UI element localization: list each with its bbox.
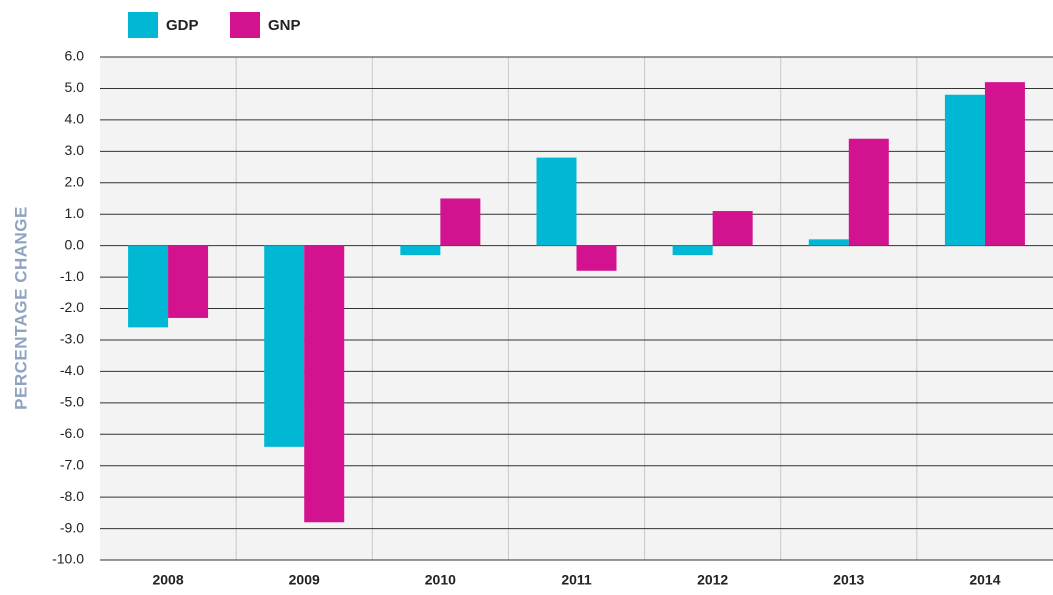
bar: [168, 245, 209, 318]
y-tick-label: -3.0: [60, 331, 84, 347]
y-tick-label: 2.0: [65, 173, 85, 189]
y-tick-label: 0.0: [65, 236, 85, 252]
y-tick-label: -4.0: [60, 362, 84, 378]
legend-label: GDP: [166, 17, 199, 34]
y-tick-label: 5.0: [65, 79, 85, 95]
y-axis-title: PERCENTAGE CHANGE: [11, 206, 30, 410]
y-tick-label: -6.0: [60, 425, 84, 441]
y-tick-label: -1.0: [60, 268, 84, 284]
legend-label: GNP: [268, 17, 301, 34]
y-tick-label: -2.0: [60, 299, 84, 315]
x-tick-label: 2009: [289, 572, 320, 588]
x-tick-label: 2013: [833, 572, 864, 588]
y-tick-label: 4.0: [65, 111, 85, 127]
legend-swatch: [128, 12, 158, 38]
y-tick-label: -8.0: [60, 488, 84, 504]
bar: [576, 245, 617, 271]
bar: [984, 82, 1025, 246]
y-tick-label: 3.0: [65, 142, 85, 158]
bar: [672, 245, 713, 256]
bar: [400, 245, 441, 256]
bar: [440, 198, 481, 246]
x-tick-label: 2010: [425, 572, 456, 588]
x-tick-label: 2011: [561, 572, 592, 588]
bar: [808, 239, 849, 246]
bar: [712, 211, 753, 246]
x-tick-label: 2014: [969, 572, 1000, 588]
bar: [128, 245, 169, 328]
y-tick-label: -5.0: [60, 394, 84, 410]
bar: [304, 245, 345, 523]
x-tick-label: 2008: [152, 572, 183, 588]
y-tick-label: -7.0: [60, 456, 84, 472]
bar: [848, 138, 889, 246]
x-tick-label: 2012: [697, 572, 728, 588]
bar: [944, 94, 985, 246]
y-tick-label: 6.0: [65, 48, 85, 64]
y-tick-label: -9.0: [60, 519, 84, 535]
y-tick-label: 1.0: [65, 205, 85, 221]
bar: [536, 157, 577, 246]
bar: [264, 245, 305, 447]
legend-swatch: [230, 12, 260, 38]
y-tick-label: -10.0: [52, 551, 84, 567]
